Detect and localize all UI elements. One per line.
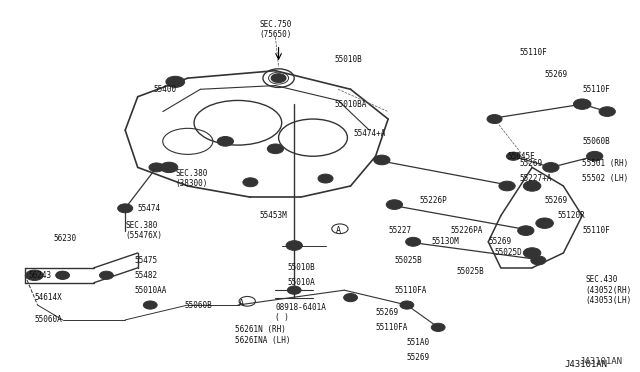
- Circle shape: [374, 155, 390, 165]
- Text: 55226PA: 55226PA: [451, 226, 483, 235]
- Text: 55502 (LH): 55502 (LH): [582, 174, 628, 183]
- Text: SEC.430
(43052(RH)
(43053(LH): SEC.430 (43052(RH) (43053(LH): [586, 275, 632, 305]
- Text: 55025B: 55025B: [457, 267, 484, 276]
- Circle shape: [243, 178, 258, 187]
- Text: 55110F: 55110F: [520, 48, 547, 57]
- Text: 55226P: 55226P: [419, 196, 447, 205]
- Text: 56261N (RH)
5626INA (LH): 56261N (RH) 5626INA (LH): [235, 325, 291, 344]
- Circle shape: [573, 99, 591, 109]
- Text: 55025D: 55025D: [495, 248, 522, 257]
- Text: 55269: 55269: [488, 237, 511, 246]
- Text: 55474+A: 55474+A: [354, 129, 386, 138]
- Text: 55269: 55269: [407, 353, 430, 362]
- Circle shape: [318, 174, 333, 183]
- Circle shape: [386, 200, 403, 209]
- Circle shape: [217, 137, 234, 146]
- Text: 55400: 55400: [154, 85, 177, 94]
- Text: 55060A: 55060A: [35, 315, 62, 324]
- Text: 55110F: 55110F: [582, 226, 610, 235]
- Circle shape: [400, 301, 414, 309]
- Circle shape: [344, 294, 358, 302]
- Text: SEC.380
(38300): SEC.380 (38300): [175, 169, 207, 188]
- Text: 55269: 55269: [545, 70, 568, 79]
- Text: 55474: 55474: [138, 204, 161, 213]
- Text: 56243: 56243: [28, 271, 51, 280]
- Circle shape: [143, 301, 157, 309]
- Circle shape: [524, 248, 541, 258]
- Circle shape: [406, 237, 420, 246]
- Circle shape: [536, 218, 554, 228]
- Text: 55227: 55227: [388, 226, 412, 235]
- Circle shape: [56, 271, 70, 279]
- Text: SEC.750
(75650): SEC.750 (75650): [259, 20, 292, 39]
- Circle shape: [268, 144, 284, 154]
- Text: 55010B: 55010B: [335, 55, 363, 64]
- Circle shape: [531, 256, 546, 265]
- Text: 55501 (RH): 55501 (RH): [582, 159, 628, 168]
- Text: 54614X: 54614X: [35, 293, 62, 302]
- Circle shape: [166, 76, 185, 87]
- Text: 55110FA: 55110FA: [376, 323, 408, 332]
- Circle shape: [518, 226, 534, 235]
- Text: 55025B: 55025B: [394, 256, 422, 265]
- Text: 5513OM: 5513OM: [432, 237, 460, 246]
- Text: 56230: 56230: [53, 234, 76, 243]
- Text: 55010AA: 55010AA: [134, 286, 167, 295]
- Text: 55060B: 55060B: [185, 301, 212, 310]
- Text: A: A: [239, 299, 243, 308]
- Text: 55010B: 55010B: [288, 263, 316, 272]
- Text: 55227+A: 55227+A: [520, 174, 552, 183]
- Text: 55010BA: 55010BA: [335, 100, 367, 109]
- Circle shape: [160, 162, 178, 173]
- Text: 55453M: 55453M: [260, 211, 287, 220]
- Text: 55060B: 55060B: [582, 137, 610, 146]
- Circle shape: [599, 107, 615, 116]
- Text: A: A: [335, 226, 340, 235]
- Text: 55010A: 55010A: [288, 278, 316, 287]
- Circle shape: [100, 271, 113, 279]
- Circle shape: [118, 204, 132, 213]
- Circle shape: [487, 115, 502, 124]
- Text: 55475: 55475: [134, 256, 157, 265]
- Text: 55045E: 55045E: [507, 152, 535, 161]
- Circle shape: [543, 163, 559, 172]
- Circle shape: [524, 181, 541, 191]
- Circle shape: [149, 163, 164, 172]
- Text: 55269: 55269: [376, 308, 399, 317]
- Circle shape: [56, 272, 69, 279]
- Text: 55482: 55482: [134, 271, 157, 280]
- Circle shape: [586, 151, 603, 161]
- Circle shape: [506, 152, 520, 160]
- Circle shape: [499, 181, 515, 191]
- Text: 551A0: 551A0: [407, 338, 430, 347]
- Text: 55269: 55269: [545, 196, 568, 205]
- Text: 55120R: 55120R: [557, 211, 585, 220]
- Circle shape: [271, 74, 286, 83]
- Text: 55110FA: 55110FA: [394, 286, 427, 295]
- Text: J43101AN: J43101AN: [564, 360, 607, 369]
- Circle shape: [287, 286, 301, 294]
- Text: SEC.380
(55476X): SEC.380 (55476X): [125, 221, 162, 240]
- Text: 55269: 55269: [520, 159, 543, 168]
- Circle shape: [286, 241, 302, 250]
- Text: J43101AN: J43101AN: [580, 357, 623, 366]
- Circle shape: [26, 270, 43, 280]
- Text: 55110F: 55110F: [582, 85, 610, 94]
- Circle shape: [431, 323, 445, 331]
- Text: 08918-6401A
( ): 08918-6401A ( ): [275, 303, 326, 322]
